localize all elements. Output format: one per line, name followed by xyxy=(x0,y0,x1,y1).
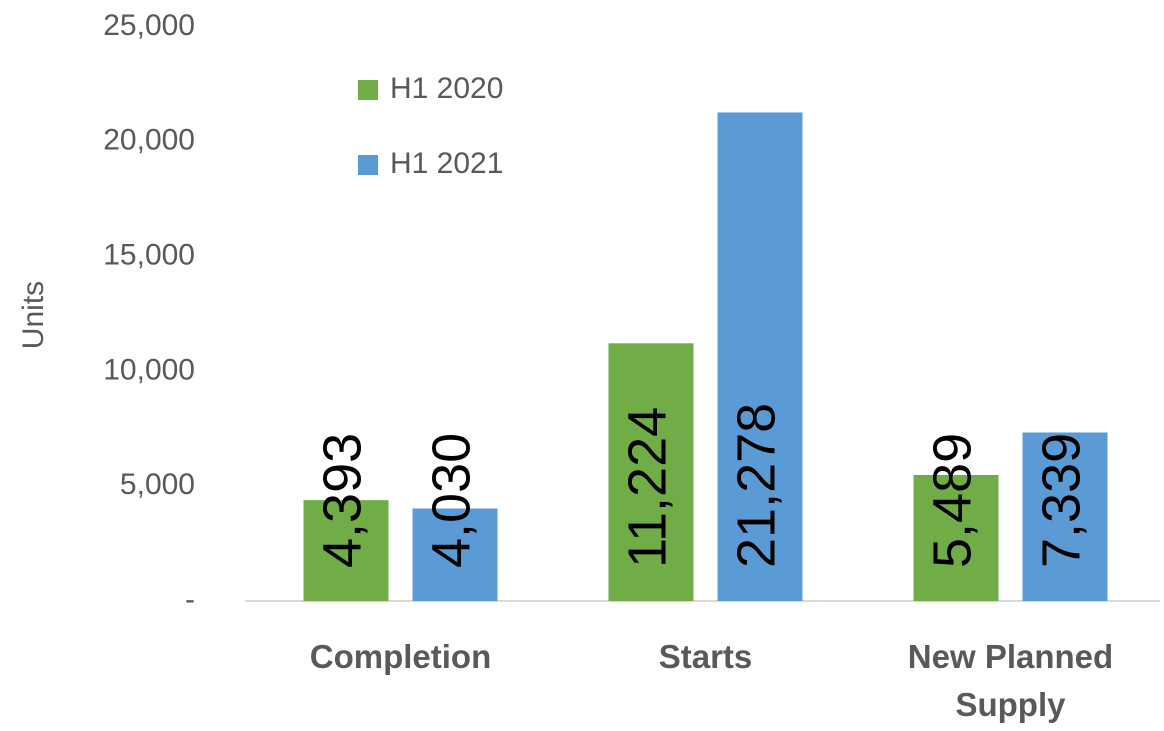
x-tick-label: New Planned Supply xyxy=(907,638,1114,723)
y-tick-label: 5,000 xyxy=(120,468,195,501)
bar xyxy=(913,474,999,601)
legend-swatch xyxy=(358,155,378,175)
data-label: 5,489 xyxy=(922,433,982,568)
x-tick-label: Starts xyxy=(658,638,753,675)
y-tick-label: 25,000 xyxy=(103,9,195,42)
legend-swatch xyxy=(358,80,378,100)
bar xyxy=(608,343,694,601)
data-label: 21,278 xyxy=(726,403,786,568)
y-axis-title: Units xyxy=(17,281,50,349)
bar xyxy=(1022,432,1108,601)
bar xyxy=(717,112,803,601)
legend-label: H1 2021 xyxy=(390,147,503,180)
y-tick-label: - xyxy=(185,583,195,616)
legend-label: H1 2020 xyxy=(390,72,503,105)
data-label: 7,339 xyxy=(1031,433,1091,568)
y-tick-label: 10,000 xyxy=(103,353,195,386)
y-tick-label: 20,000 xyxy=(103,124,195,157)
bar xyxy=(303,500,389,601)
data-label: 4,393 xyxy=(312,433,372,568)
data-label: 11,224 xyxy=(617,407,677,568)
data-label: 4,030 xyxy=(421,433,481,568)
bar xyxy=(412,508,498,601)
x-tick-label: Completion xyxy=(309,638,492,675)
y-tick-label: 15,000 xyxy=(103,239,195,272)
